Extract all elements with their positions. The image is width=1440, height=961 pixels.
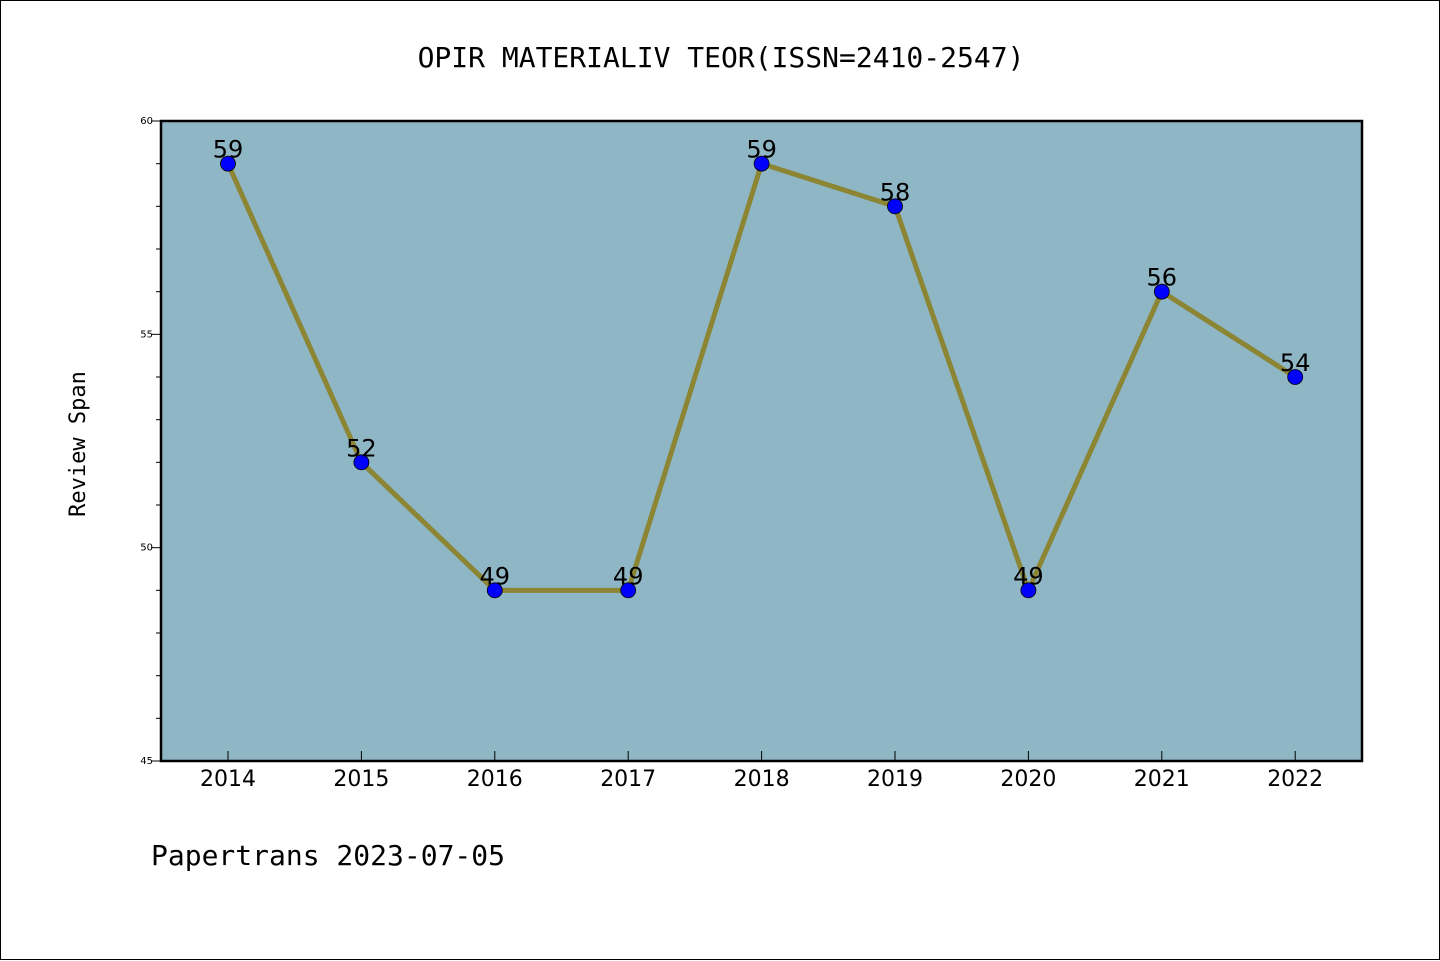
x-tick-label: 2017 [600, 767, 656, 792]
y-axis-label: Review Span [66, 371, 91, 517]
data-label: 52 [346, 434, 377, 462]
footer-text: Papertrans 2023-07-05 [151, 839, 505, 872]
series-line-group: 59 52 49 49 59 58 49 56 54 [213, 136, 1311, 599]
chart-title: OPIR MATERIALIV TEOR(ISSN=2410-2547) [418, 41, 1025, 74]
data-label: 54 [1280, 349, 1311, 377]
data-label: 49 [613, 562, 644, 590]
data-label: 58 [880, 178, 911, 206]
data-point [1153, 283, 1170, 300]
y-tick-label: 55 [140, 329, 153, 340]
plot-border [159, 119, 1364, 763]
x-tick-label: 2015 [333, 767, 389, 792]
data-point [486, 582, 503, 599]
x-axis: 2014 2015 2016 2017 2018 2019 2020 2021 2022 [200, 751, 1323, 792]
x-tick-label: 2022 [1267, 767, 1323, 792]
data-label: 56 [1147, 264, 1178, 292]
data-label: 49 [480, 562, 511, 590]
x-tick-label: 2021 [1134, 767, 1190, 792]
data-point [887, 198, 903, 215]
data-point [353, 454, 370, 471]
plot-area [161, 121, 1362, 761]
y-tick-label: 45 [140, 756, 153, 767]
data-label: 49 [1013, 562, 1044, 590]
y-axis: 45 50 55 60 [140, 116, 161, 767]
x-tick-label: 2016 [467, 767, 523, 792]
data-label: 59 [213, 136, 244, 164]
x-tick-label: 2019 [867, 767, 923, 792]
y-tick-label: 60 [140, 116, 153, 127]
x-tick-label: 2014 [200, 767, 256, 792]
data-point [1020, 582, 1037, 599]
data-point [220, 155, 236, 172]
data-point [753, 155, 770, 172]
x-tick-label: 2020 [1000, 767, 1056, 792]
data-point [1287, 369, 1304, 385]
x-tick-label: 2018 [734, 767, 790, 792]
y-tick-label: 50 [140, 543, 153, 554]
data-point [620, 582, 637, 599]
data-label: 59 [746, 136, 777, 164]
